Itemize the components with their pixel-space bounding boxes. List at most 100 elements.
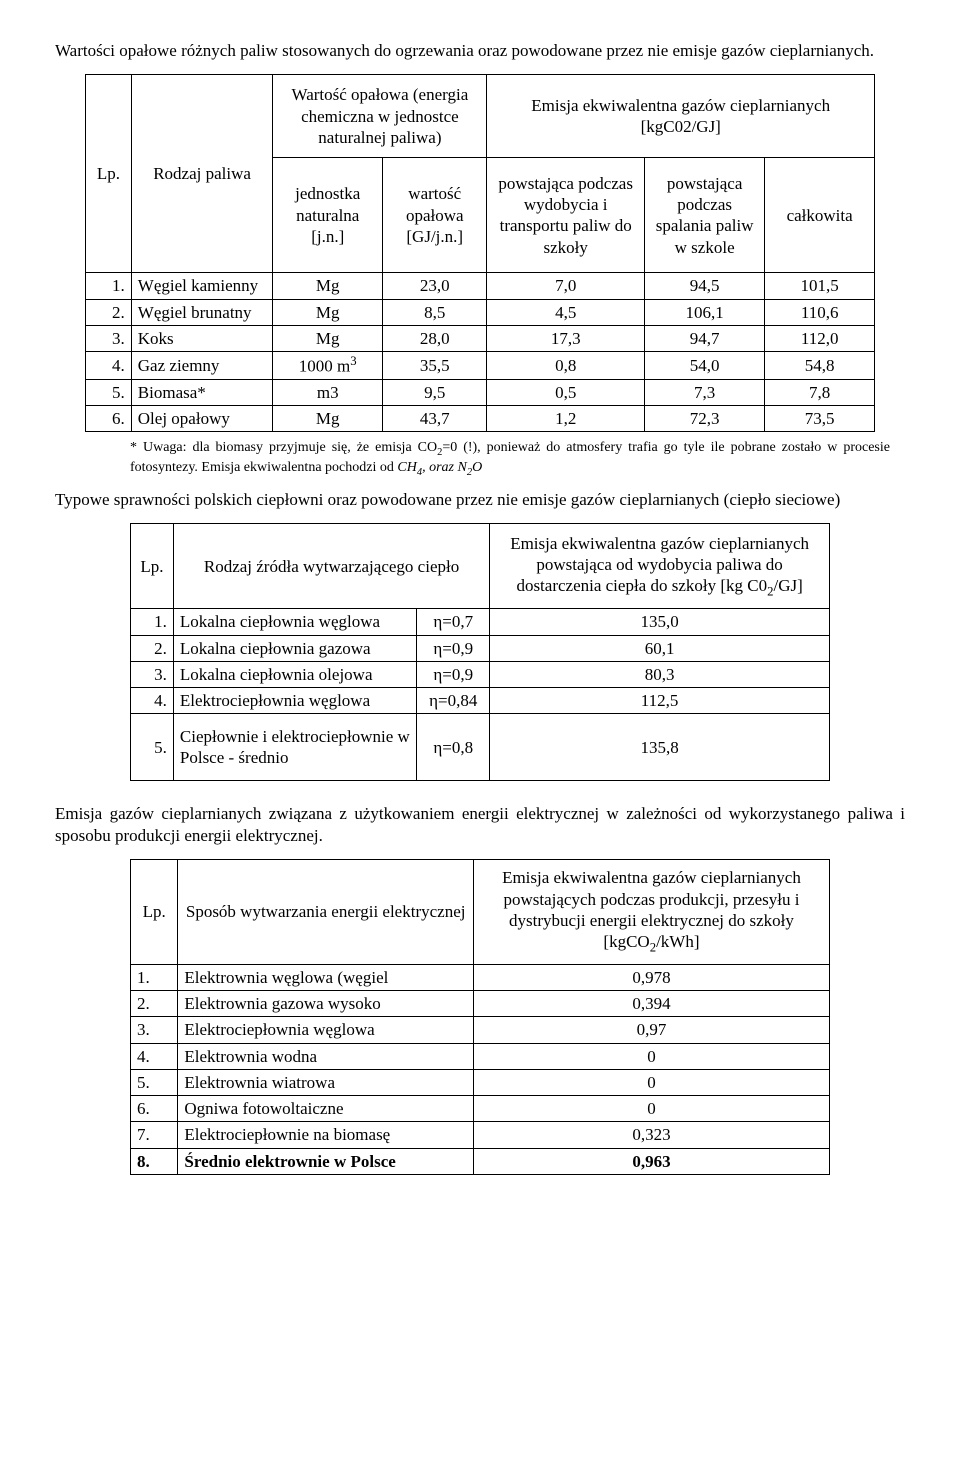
cell-lp: 5. — [131, 1069, 178, 1095]
t3-h-emisja-a: Emisja ekwiwalentna gazów cieplarnianych… — [502, 868, 801, 951]
t3-h-lp: Lp. — [131, 859, 178, 964]
cell-unit: Mg — [273, 299, 383, 325]
cell-lp: 5. — [131, 714, 174, 781]
table-row: 8.Średnio elektrownie w Polsce0,963 — [131, 1148, 830, 1174]
table-row: 4.Elektrociepłownia węglowaη=0,84112,5 — [131, 688, 830, 714]
cell-name: Ciepłownie i elektrociepłownie w Polsce … — [173, 714, 416, 781]
cell-name: Elektrociepłownia węglowa — [178, 1017, 474, 1043]
table-row: 6.Olej opałowyMg43,71,272,373,5 — [86, 406, 875, 432]
footnote-and: , oraz — [422, 460, 457, 475]
cell-val: 28,0 — [383, 325, 487, 351]
cell-e2: 94,7 — [644, 325, 764, 351]
cell-val: 0 — [473, 1096, 829, 1122]
intro-paragraph-3: Emisja gazów cieplarnianych związana z u… — [55, 803, 905, 846]
cell-e3: 112,0 — [765, 325, 875, 351]
t3-h-emisja: Emisja ekwiwalentna gazów cieplarnianych… — [473, 859, 829, 964]
cell-name: Lokalna ciepłownia węglowa — [173, 609, 416, 635]
cell-lp: 8. — [131, 1148, 178, 1174]
cell-name: Lokalna ciepłownia gazowa — [173, 635, 416, 661]
t2-h-rodzaj: Rodzaj źródła wytwarzającego ciepło — [173, 524, 489, 609]
cell-val: 80,3 — [490, 661, 830, 687]
table-row: 5.Elektrownia wiatrowa0 — [131, 1069, 830, 1095]
table-row: 1.Elektrownia węglowa (węgiel0,978 — [131, 964, 830, 990]
cell-e3: 101,5 — [765, 273, 875, 299]
cell-name: Elektrociepłownia węglowa — [173, 688, 416, 714]
cell-name: Olej opałowy — [131, 406, 273, 432]
cell-val: 8,5 — [383, 299, 487, 325]
cell-e2: 72,3 — [644, 406, 764, 432]
cell-val: 43,7 — [383, 406, 487, 432]
cell-eta: η=0,9 — [417, 635, 490, 661]
cell-lp: 4. — [86, 352, 132, 380]
cell-val: 9,5 — [383, 379, 487, 405]
cell-name: Biomasa* — [131, 379, 273, 405]
cell-val: 35,5 — [383, 352, 487, 380]
cell-val: 0,394 — [473, 991, 829, 1017]
cell-e3: 7,8 — [765, 379, 875, 405]
cell-eta: η=0,9 — [417, 661, 490, 687]
cell-val: 135,0 — [490, 609, 830, 635]
cell-name: Elektrownia wodna — [178, 1043, 474, 1069]
cell-name: Elektrownia gazowa wysoko — [178, 991, 474, 1017]
cell-lp: 7. — [131, 1122, 178, 1148]
cell-name: Średnio elektrownie w Polsce — [178, 1148, 474, 1174]
t2-h-emisja: Emisja ekwiwalentna gazów cieplarnianych… — [490, 524, 830, 609]
cell-lp: 6. — [86, 406, 132, 432]
t1-h-emisja: Emisja ekwiwalentna gazów cieplarnianych… — [487, 75, 875, 158]
cell-e2: 94,5 — [644, 273, 764, 299]
cell-e1: 7,0 — [487, 273, 645, 299]
cell-unit: 1000 m3 — [273, 352, 383, 380]
cell-lp: 6. — [131, 1096, 178, 1122]
cell-val: 135,8 — [490, 714, 830, 781]
cell-lp: 3. — [131, 1017, 178, 1043]
cell-e1: 4,5 — [487, 299, 645, 325]
table-row: 2.Elektrownia gazowa wysoko0,394 — [131, 991, 830, 1017]
cell-e3: 73,5 — [765, 406, 875, 432]
t1-h-spal: powstająca podczas spalania paliw w szko… — [644, 158, 764, 273]
heat-plant-efficiency-table: Lp. Rodzaj źródła wytwarzającego ciepło … — [130, 523, 830, 781]
t2-h-emisja-a: Emisja ekwiwalentna gazów cieplarnianych… — [510, 534, 809, 596]
cell-lp: 5. — [86, 379, 132, 405]
cell-unit: Mg — [273, 406, 383, 432]
cell-name: Elektrownia węglowa (węgiel — [178, 964, 474, 990]
cell-eta: η=0,7 — [417, 609, 490, 635]
cell-e3: 110,6 — [765, 299, 875, 325]
table-row: 6.Ogniwa fotowoltaiczne0 — [131, 1096, 830, 1122]
cell-name: Elektrociepłownie na biomasę — [178, 1122, 474, 1148]
cell-lp: 1. — [131, 964, 178, 990]
t3-h-sposob: Sposób wytwarzania energii elektrycznej — [178, 859, 474, 964]
table-row: 3.Lokalna ciepłownia olejowaη=0,980,3 — [131, 661, 830, 687]
table-row: 4.Gaz ziemny1000 m335,50,854,054,8 — [86, 352, 875, 380]
t1-h-wyd: powstająca podczas wydobycia i transport… — [487, 158, 645, 273]
intro-paragraph-2: Typowe sprawności polskich ciepłowni ora… — [55, 489, 905, 510]
table-row: 2.Węgiel brunatnyMg8,54,5106,1110,6 — [86, 299, 875, 325]
cell-name: Elektrownia wiatrowa — [178, 1069, 474, 1095]
ch4: CH — [397, 460, 416, 475]
cell-val: 0,963 — [473, 1148, 829, 1174]
cell-name: Lokalna ciepłownia olejowa — [173, 661, 416, 687]
cell-e1: 1,2 — [487, 406, 645, 432]
t1-h-opalowa: Wartość opałowa (energia chemiczna w jed… — [273, 75, 487, 158]
t1-h-lp: Lp. — [86, 75, 132, 273]
cell-name: Koks — [131, 325, 273, 351]
electricity-emissions-table: Lp. Sposób wytwarzania energii elektrycz… — [130, 859, 830, 1175]
cell-name: Węgiel kamienny — [131, 273, 273, 299]
fuel-heating-values-table: Lp. Rodzaj paliwa Wartość opałowa (energ… — [85, 74, 875, 432]
t1-h-wart: wartość opałowa [GJ/j.n.] — [383, 158, 487, 273]
cell-lp: 2. — [131, 991, 178, 1017]
cell-val: 23,0 — [383, 273, 487, 299]
cell-val: 0 — [473, 1043, 829, 1069]
t1-h-rodzaj: Rodzaj paliwa — [131, 75, 273, 273]
table-row: 5.Ciepłownie i elektrociepłownie w Polsc… — [131, 714, 830, 781]
cell-lp: 1. — [86, 273, 132, 299]
t2-h-emisja-b: /GJ] — [773, 576, 802, 595]
t1-h-calk: całkowita — [765, 158, 875, 273]
cell-val: 0 — [473, 1069, 829, 1095]
table-row: 5.Biomasa*m39,50,57,37,8 — [86, 379, 875, 405]
cell-lp: 2. — [86, 299, 132, 325]
n2o-o: O — [472, 460, 482, 475]
cell-lp: 4. — [131, 1043, 178, 1069]
cell-e1: 0,5 — [487, 379, 645, 405]
cell-val: 0,97 — [473, 1017, 829, 1043]
cell-e3: 54,8 — [765, 352, 875, 380]
